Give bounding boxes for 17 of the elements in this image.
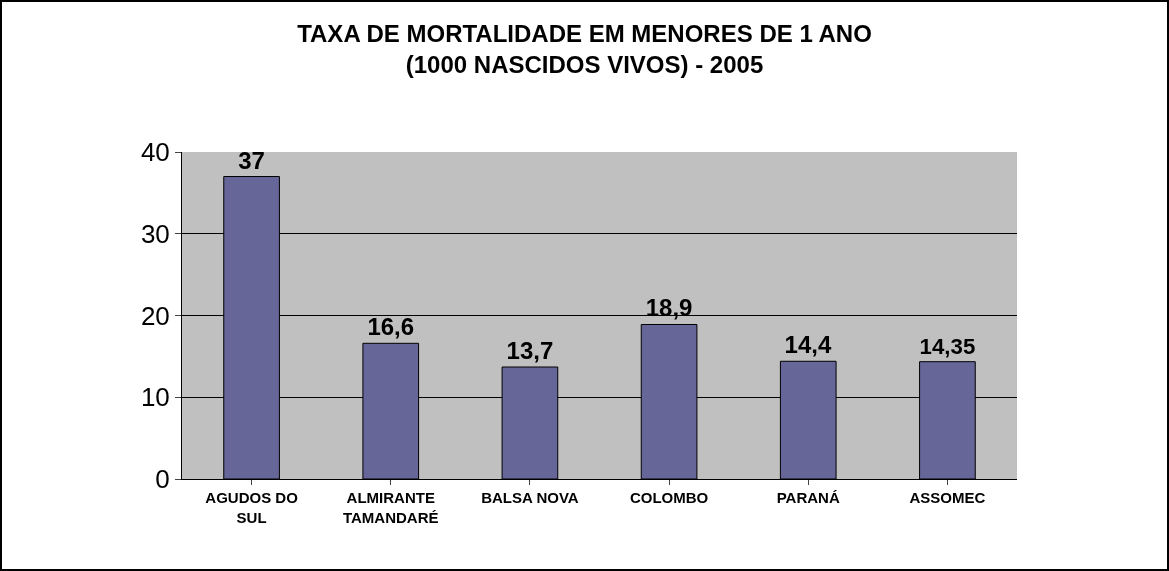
data-label: 14,35 <box>919 334 976 360</box>
y-tick-label: 0 <box>155 464 170 495</box>
data-label: 16,6 <box>367 313 415 341</box>
y-tick-label: 40 <box>140 137 170 168</box>
data-label: 14,4 <box>784 331 832 359</box>
data-label: 13,7 <box>506 337 554 364</box>
x-tick-label: COLOMBO <box>629 489 709 506</box>
chart-title: TAXA DE MORTALIDADE EM MENORES DE 1 ANO (1000 NASCIDOS VIVOS) - 2005 <box>297 19 872 78</box>
y-tick-label: 10 <box>140 382 170 413</box>
data-label: 37 <box>238 146 265 174</box>
y-tick-label: 20 <box>140 300 170 331</box>
y-tick-label: 30 <box>140 218 170 249</box>
x-tick-label: ASSOMEC <box>909 489 986 506</box>
x-tick-label: BALSA NOVA <box>481 489 579 506</box>
x-tick-label: ALMIRANTE TAMANDARÉ <box>342 489 439 526</box>
x-tick-label: PARANÁ <box>776 489 840 506</box>
x-tick-label: AGUDOS DO SUL <box>205 489 299 526</box>
